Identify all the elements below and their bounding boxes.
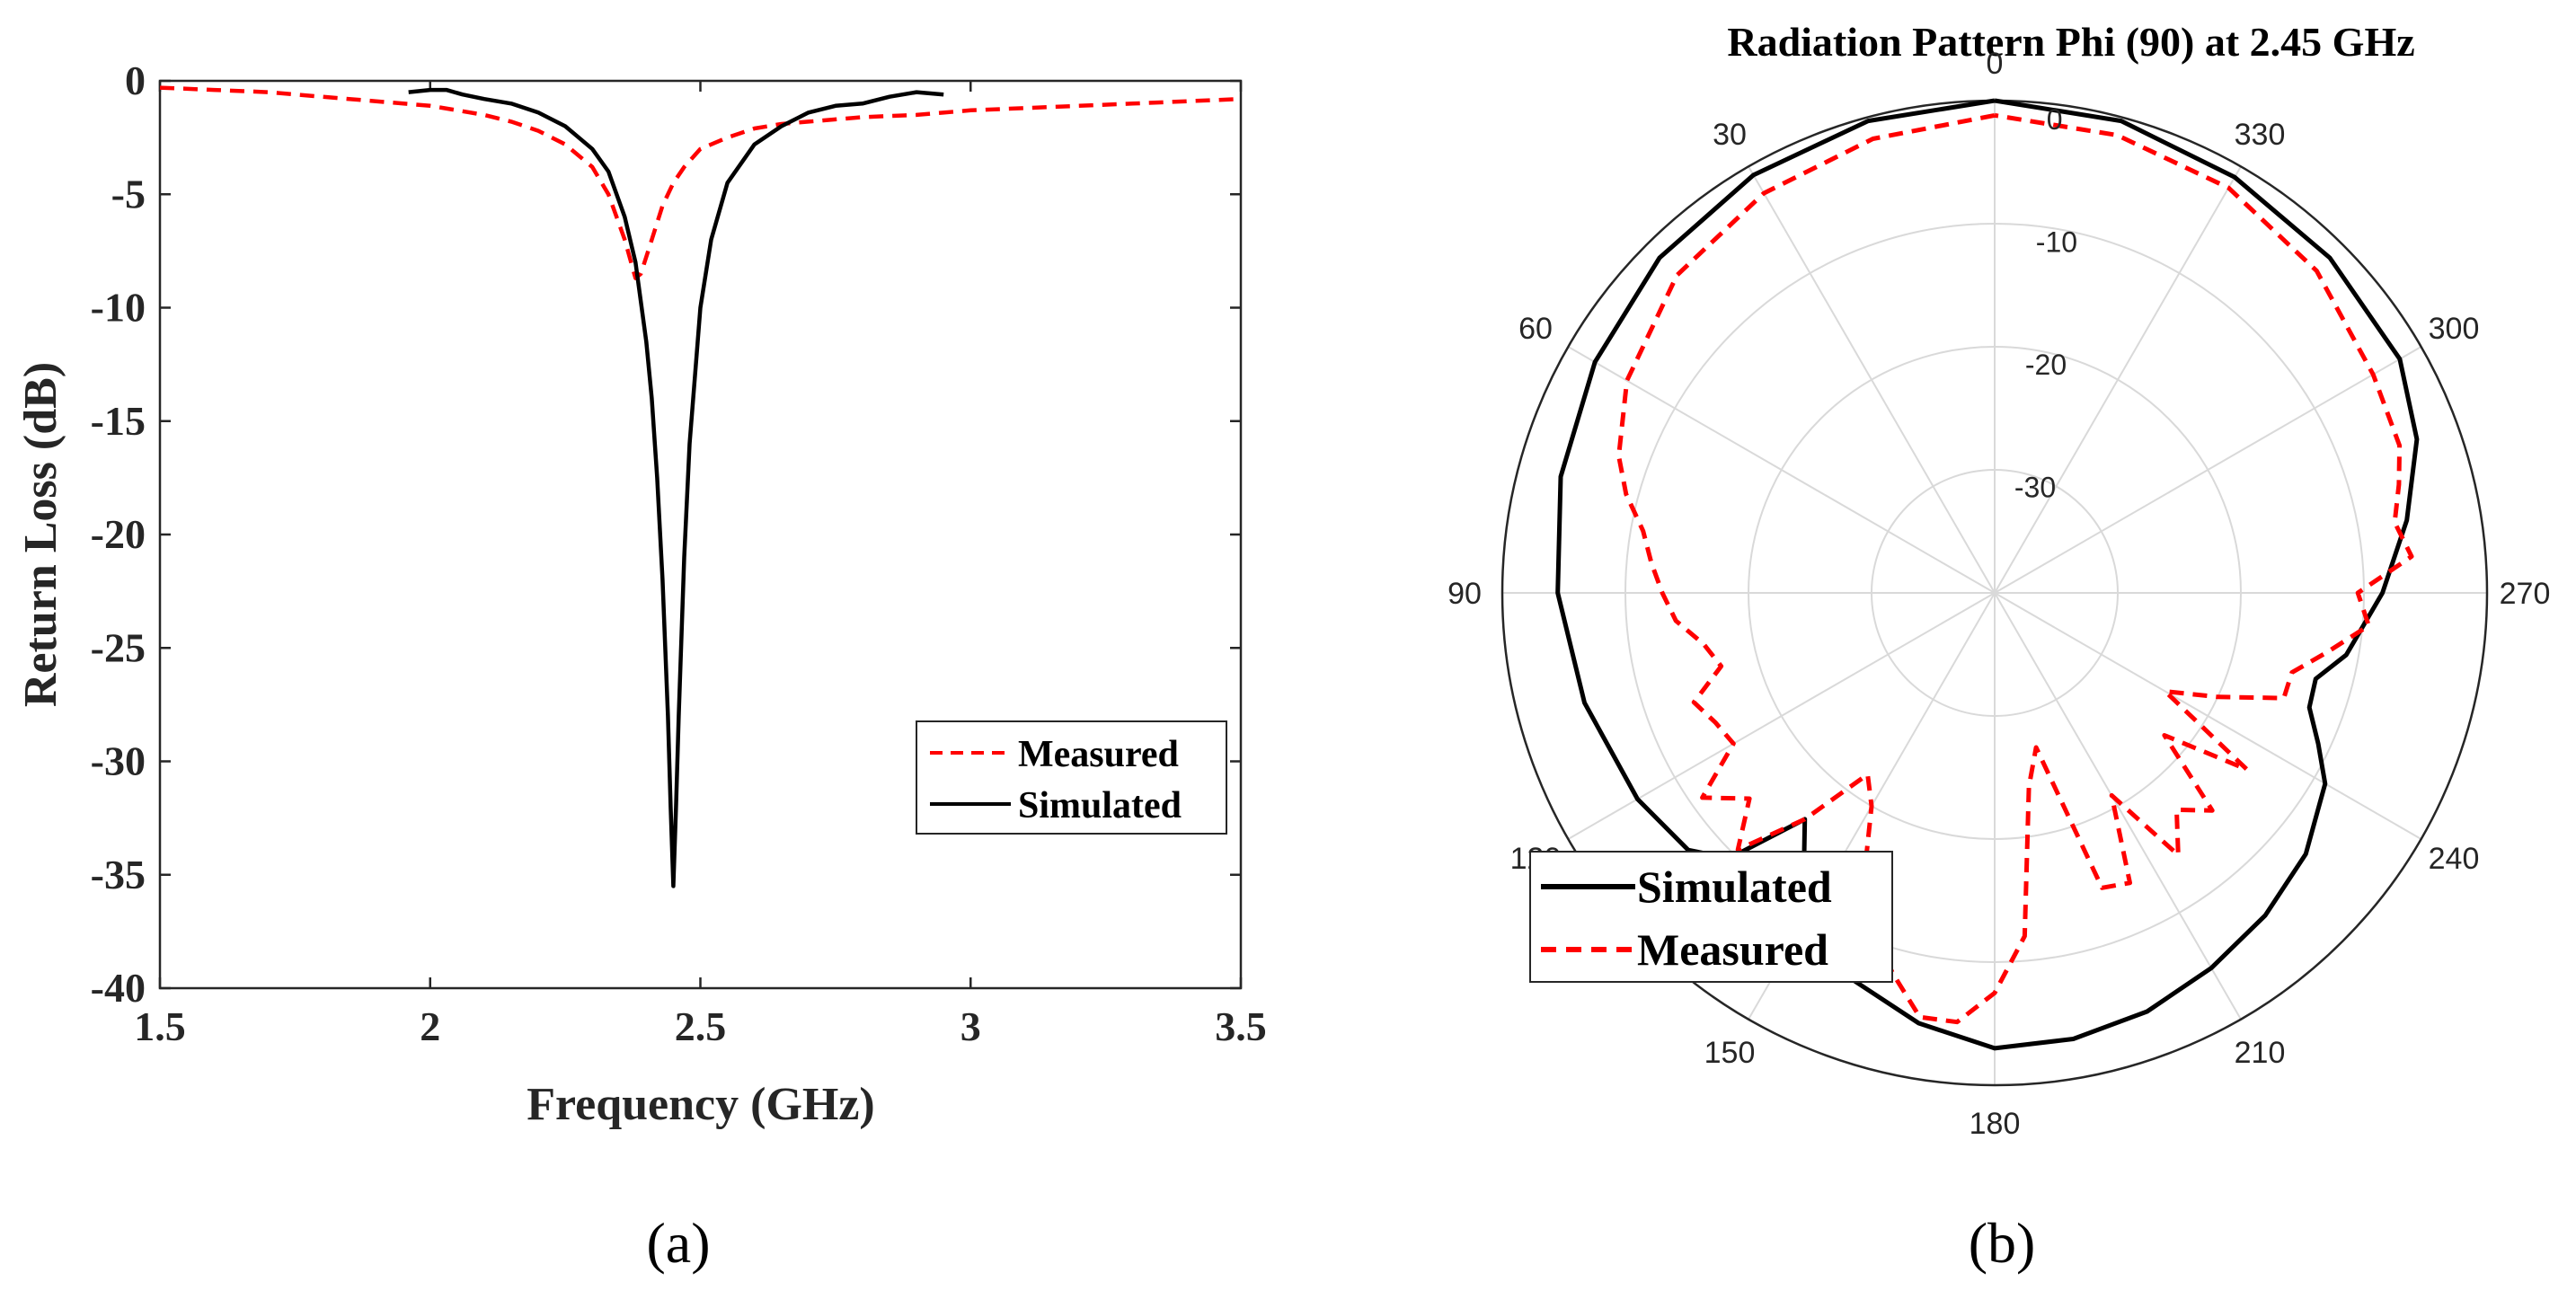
polar-grid-spoke xyxy=(1994,592,2242,1021)
xtick-label: 1.5 xyxy=(134,1003,186,1049)
xtick-label: 3.5 xyxy=(1215,1003,1267,1049)
legend-a-measured-label: Measured xyxy=(1018,734,1179,775)
panel-a-ticks xyxy=(158,79,1243,990)
series-line-a-simulated xyxy=(408,87,944,888)
polar-grid-spoke xyxy=(1994,346,2422,594)
legend-a-simulated-label: Simulated xyxy=(1018,785,1182,826)
panel-a-return-loss-chart: 1.5 2 2.5 3 3.5 0 -5 -10 -15 -20 -25 -30 -35 -40 Freq… xyxy=(15,57,1267,1275)
angle-tick-label: 270 xyxy=(2500,577,2551,611)
panel-b-labels: 03060901201501802102402703003300-10-20-3… xyxy=(1447,47,2550,1141)
panel-a-legend-box xyxy=(916,720,1227,835)
ytick-label: -20 xyxy=(91,511,146,557)
angle-tick-label: 150 xyxy=(1704,1036,1756,1070)
panel-b-polar-grid xyxy=(1500,99,2489,1087)
legend-b-measured-label: Measured xyxy=(1637,924,1828,975)
ytick-label: -30 xyxy=(91,738,146,784)
ytick-label: -25 xyxy=(91,624,146,670)
series-line-b-measured xyxy=(1616,112,2414,1025)
polar-grid-spoke xyxy=(1994,592,2422,840)
panel-a-xlabel: Frequency (GHz) xyxy=(527,1079,875,1130)
angle-tick-label: 30 xyxy=(1713,118,1747,152)
polar-grid-spoke xyxy=(1567,346,1996,594)
radial-tick-label: -20 xyxy=(2025,349,2067,381)
xtick-label: 3 xyxy=(960,1003,981,1049)
radial-tick-label: 0 xyxy=(2047,103,2063,136)
panel-b-legend: Simulated Measured xyxy=(1529,851,1893,983)
angle-tick-label: 0 xyxy=(1987,47,2004,81)
ytick-label: -15 xyxy=(91,398,146,444)
xtick-label: 2.5 xyxy=(675,1003,727,1049)
angle-tick-label: 90 xyxy=(1447,577,1482,611)
legend-b-simulated-label: Simulated xyxy=(1637,862,1832,912)
angle-tick-label: 330 xyxy=(2235,118,2286,152)
panel-a-series xyxy=(159,85,1242,888)
radial-tick-label: -10 xyxy=(2036,226,2077,259)
polar-grid-spoke xyxy=(1994,165,2242,594)
angle-tick-label: 210 xyxy=(2235,1036,2286,1070)
radial-tick-label: -30 xyxy=(2014,472,2056,504)
ytick-label: -10 xyxy=(91,285,146,331)
panel-b-legend-box xyxy=(1529,851,1893,983)
panel-b-label: (b) xyxy=(1969,1211,2036,1275)
panel-b-title: Radiation Pattern Phi (90) at 2.45 GHz xyxy=(1727,19,2414,65)
xtick-label: 2 xyxy=(420,1003,440,1049)
series-line-b-simulated xyxy=(1555,98,2420,1051)
ytick-label: -40 xyxy=(91,965,146,1011)
polar-grid-spoke xyxy=(1748,165,1996,594)
panel-b-series xyxy=(1555,98,2420,1051)
panel-a-label: (a) xyxy=(646,1211,710,1275)
panel-a-plot-area xyxy=(158,79,1243,990)
series-line-a-measured xyxy=(159,85,1242,280)
angle-tick-label: 240 xyxy=(2429,842,2480,876)
polar-grid-spoke xyxy=(1567,592,1996,840)
angle-tick-label: 180 xyxy=(1970,1107,2021,1141)
panel-a-legend: Measured Simulated xyxy=(916,720,1227,835)
angle-tick-label: 60 xyxy=(1518,312,1553,346)
ytick-label: -35 xyxy=(91,852,146,897)
ytick-label: 0 xyxy=(125,57,146,103)
angle-tick-label: 300 xyxy=(2429,312,2480,346)
panel-b-radiation-pattern: Radiation Pattern Phi (90) at 2.45 GHz 0… xyxy=(1447,19,2550,1275)
ytick-label: -5 xyxy=(111,171,146,216)
panel-a-ylabel: Return Loss (dB) xyxy=(15,362,66,707)
panel-a-tick-labels: 1.5 2 2.5 3 3.5 0 -5 -10 -15 -20 -25 -30 -35 -40 xyxy=(91,57,1267,1049)
